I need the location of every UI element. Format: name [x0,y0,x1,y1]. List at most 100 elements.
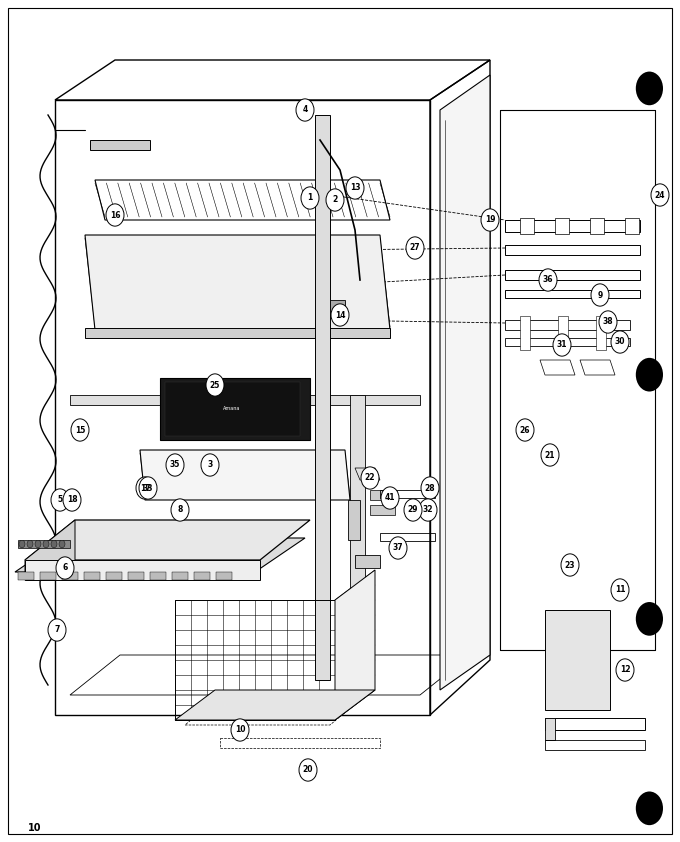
Circle shape [651,184,669,206]
Circle shape [301,187,319,209]
Text: 29: 29 [408,505,418,514]
Text: 35: 35 [170,461,180,470]
Polygon shape [335,570,375,720]
Circle shape [106,204,124,226]
Circle shape [636,602,663,636]
Circle shape [553,334,571,356]
Text: 21: 21 [545,450,556,460]
Polygon shape [150,572,166,580]
Polygon shape [558,316,568,350]
Circle shape [381,487,399,509]
Circle shape [166,454,184,476]
Text: 10: 10 [235,726,245,734]
Circle shape [591,284,609,306]
Circle shape [59,541,65,547]
Circle shape [561,554,579,576]
Circle shape [361,466,379,489]
Polygon shape [15,538,305,572]
Polygon shape [370,505,395,515]
Text: 16: 16 [109,210,120,220]
Circle shape [539,269,557,291]
Text: 22: 22 [364,473,375,482]
Text: 4: 4 [303,105,307,115]
Polygon shape [172,572,188,580]
Text: 10: 10 [28,823,41,833]
Text: 13: 13 [350,184,360,193]
Circle shape [404,498,422,521]
Polygon shape [165,382,300,436]
Text: 9: 9 [597,290,602,300]
Circle shape [636,791,663,825]
Text: 23: 23 [565,561,575,569]
Polygon shape [440,75,490,690]
Circle shape [19,541,25,547]
Polygon shape [70,395,420,405]
Text: 1: 1 [307,194,313,202]
Text: 5: 5 [57,495,63,504]
Text: 31: 31 [557,340,567,349]
Circle shape [27,541,33,547]
Text: 38: 38 [602,317,613,327]
Text: 12: 12 [619,665,630,674]
Polygon shape [106,572,122,580]
Text: 33: 33 [143,483,153,493]
Text: 11: 11 [615,585,625,594]
Text: 36: 36 [543,275,554,285]
Polygon shape [25,520,310,560]
Text: 32: 32 [423,505,433,514]
Text: 2: 2 [333,195,338,205]
Circle shape [541,444,559,466]
Polygon shape [18,572,34,580]
Circle shape [331,304,349,326]
Polygon shape [194,572,210,580]
Circle shape [71,418,89,441]
Circle shape [636,72,663,105]
Polygon shape [128,572,144,580]
Text: 7: 7 [54,626,60,635]
Polygon shape [348,500,360,540]
Circle shape [421,477,439,499]
Text: 37: 37 [392,543,403,552]
Circle shape [139,477,157,499]
Text: 20: 20 [303,765,313,775]
Text: 17: 17 [139,483,150,493]
Polygon shape [370,490,395,500]
Text: 41: 41 [385,493,395,503]
Circle shape [419,498,437,521]
Text: 14: 14 [335,311,345,319]
Circle shape [389,537,407,559]
Text: 8: 8 [177,505,183,514]
Circle shape [231,719,249,741]
Circle shape [35,541,41,547]
Circle shape [516,418,534,441]
Polygon shape [545,610,610,710]
Polygon shape [590,218,604,234]
Polygon shape [330,300,345,315]
Text: 24: 24 [655,190,665,200]
Polygon shape [350,395,365,660]
Circle shape [56,557,74,579]
Polygon shape [596,316,606,350]
Polygon shape [216,572,232,580]
Circle shape [136,477,154,499]
Circle shape [406,237,424,259]
Text: 19: 19 [485,216,495,225]
Polygon shape [520,218,534,234]
Circle shape [616,658,634,681]
Polygon shape [40,572,56,580]
Polygon shape [84,572,100,580]
Polygon shape [140,450,350,500]
Circle shape [201,454,219,476]
Text: 18: 18 [67,495,78,504]
Text: Amana: Amana [223,407,241,412]
Circle shape [48,619,66,641]
Circle shape [296,99,314,121]
Circle shape [346,177,364,200]
Text: 27: 27 [409,243,420,253]
Polygon shape [625,218,639,234]
Circle shape [206,374,224,396]
Circle shape [636,358,663,392]
Polygon shape [520,316,530,350]
Polygon shape [90,140,150,150]
Text: 28: 28 [425,483,435,493]
